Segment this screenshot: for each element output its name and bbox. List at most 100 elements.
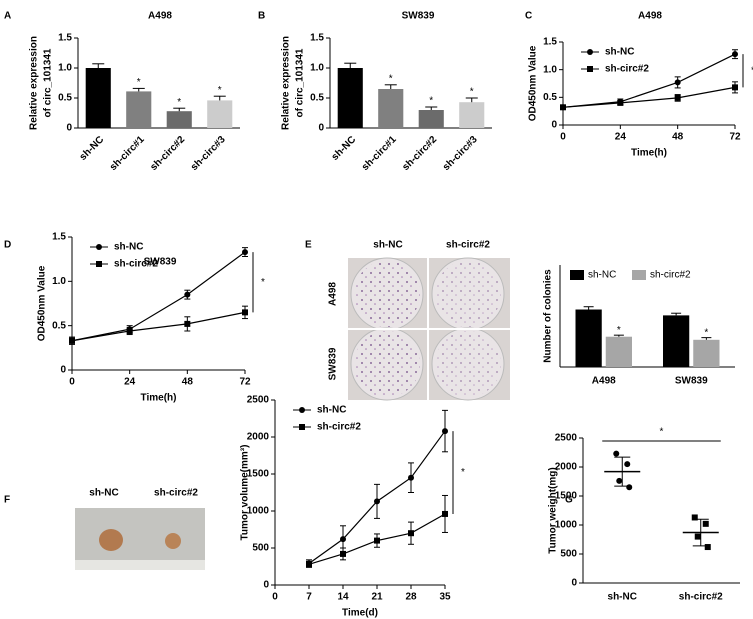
x-tick-label: sh-NC [330, 134, 359, 163]
y-tick-label: 1.5 [58, 33, 72, 44]
panel-label: G [565, 495, 573, 506]
legend-swatch [632, 270, 646, 280]
marker [408, 474, 414, 481]
marker [613, 450, 620, 457]
y-axis-label: of circ_101341 [295, 48, 306, 117]
chart-title: A498 [148, 11, 172, 22]
marker [624, 461, 631, 468]
marker [616, 477, 623, 484]
legend-label: sh-NC [317, 405, 346, 416]
significance: * [429, 96, 433, 107]
x-tick-label: 48 [182, 377, 194, 388]
x-tick-label: 24 [615, 132, 627, 143]
marker [674, 94, 681, 101]
y-axis-label: Relative expression [29, 36, 40, 130]
bar [605, 336, 632, 367]
significance: * [751, 65, 753, 76]
y-tick-label: 1.0 [58, 63, 72, 74]
x-tick-label: 0 [560, 132, 566, 143]
y-tick-label: 0 [551, 120, 557, 131]
x-tick-label: 7 [306, 592, 312, 603]
legend-label: sh-NC [114, 242, 143, 253]
legend-swatch [570, 270, 584, 280]
y-tick-label: 0.5 [310, 93, 324, 104]
bar [459, 102, 485, 128]
panel-label: B [258, 11, 265, 22]
y-tick-label: 2000 [247, 432, 270, 443]
marker [184, 320, 191, 327]
marker [126, 327, 133, 334]
y-tick-label: 2500 [555, 433, 578, 444]
y-tick-label: 0 [571, 578, 577, 589]
y-tick-label: 500 [252, 543, 269, 554]
legend-label: sh-circ#2 [605, 64, 649, 75]
y-axis-label: of circ_101341 [43, 48, 54, 117]
x-tick-label: sh-circ#2 [148, 134, 187, 173]
x-tick-label: A498 [592, 376, 616, 387]
y-tick-label: 1500 [555, 491, 578, 502]
legend-marker [587, 49, 593, 55]
x-tick-label: sh-NC [608, 592, 637, 603]
x-tick-label: sh-NC [78, 134, 107, 163]
y-tick-label: 1.5 [310, 33, 324, 44]
legend-marker [587, 66, 593, 72]
y-tick-label: 0.5 [543, 92, 557, 103]
legend-marker [96, 261, 102, 267]
panel-label: D [4, 240, 11, 251]
marker [442, 428, 448, 435]
bar [693, 339, 720, 367]
photo-column-label: sh-circ#2 [446, 240, 490, 251]
marker [442, 510, 448, 517]
dishes [348, 257, 510, 401]
panel-label: E [305, 240, 312, 251]
marker [674, 79, 681, 86]
marker [694, 533, 701, 540]
photo-column-label: sh-NC [373, 240, 402, 251]
y-tick-label: 1.5 [543, 37, 557, 48]
y-tick-label: 0.5 [58, 93, 72, 104]
panel-label: C [525, 11, 532, 22]
legend-marker [299, 407, 305, 413]
significance: * [137, 77, 141, 88]
chart-title: SW839 [144, 257, 177, 268]
panel-label: F [4, 495, 10, 506]
x-axis-label: Time(d) [342, 608, 378, 619]
bar [207, 100, 233, 128]
x-tick-label: 28 [405, 592, 417, 603]
x-tick-label: 48 [672, 132, 684, 143]
legend-label: sh-NC [588, 270, 616, 281]
tumor-photo [75, 508, 205, 570]
x-tick-label: sh-circ#3 [441, 134, 480, 173]
bar [85, 68, 111, 128]
y-tick-label: 2500 [247, 395, 270, 406]
x-tick-label: 14 [337, 592, 349, 603]
y-tick-label: 1.0 [543, 64, 557, 75]
bar [337, 68, 363, 128]
significance: * [261, 277, 265, 288]
marker [69, 337, 75, 344]
bar [575, 309, 602, 367]
y-tick-label: 1000 [555, 520, 578, 531]
y-axis-label: Relative expression [281, 36, 292, 130]
y-tick-label: 0 [66, 123, 72, 134]
x-tick-label: SW839 [675, 376, 708, 387]
significance: * [389, 73, 393, 84]
y-axis-label: Tumor weight(mg) [548, 467, 559, 553]
marker [626, 484, 633, 491]
x-tick-label: sh-circ#3 [189, 134, 228, 173]
marker [702, 520, 709, 527]
chart-title: A498 [638, 11, 662, 22]
x-axis-label: Time(h) [631, 148, 667, 159]
legend-label: sh-NC [605, 47, 634, 58]
marker [374, 537, 380, 544]
x-tick-label: sh-circ#1 [360, 134, 399, 173]
x-tick-label: sh-circ#2 [400, 134, 439, 173]
bar [663, 315, 690, 367]
bar [378, 89, 404, 128]
y-tick-label: 0 [60, 365, 66, 376]
x-tick-label: 72 [729, 132, 741, 143]
marker [732, 51, 738, 58]
legend-label: sh-circ#2 [650, 270, 691, 281]
legend-marker [96, 244, 102, 250]
photo-column-label: sh-NC [89, 488, 118, 499]
